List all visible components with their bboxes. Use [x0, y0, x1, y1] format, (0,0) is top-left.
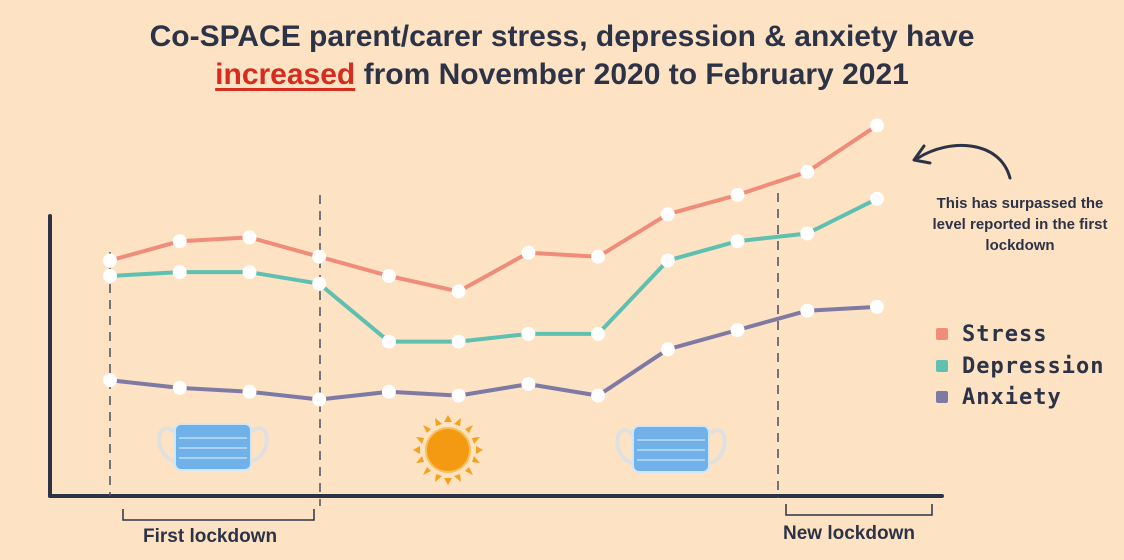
legend-label-depression: Depression [962, 353, 1105, 379]
annotation-text: This has surpassed the level reported in… [932, 195, 1108, 254]
data-point-stress [451, 284, 466, 299]
sun-icon [413, 415, 483, 485]
data-point-stress [800, 164, 815, 179]
face-mask-icon [615, 425, 727, 473]
legend-swatch-anxiety [936, 391, 948, 403]
data-point-stress [312, 249, 327, 264]
chart-title: Co-SPACE parent/carer stress, depression… [0, 18, 1124, 94]
title-line-2-rest: from November 2020 to February 2021 [355, 58, 909, 91]
data-point-depression [451, 334, 466, 349]
legend-item-anxiety: Anxiety [936, 382, 1062, 412]
data-point-anxiety [521, 377, 536, 392]
series-line-depression [108, 196, 879, 344]
data-point-anxiety [591, 388, 606, 403]
legend-swatch-stress [936, 328, 948, 340]
data-point-anxiety [103, 373, 117, 388]
data-point-depression [103, 269, 117, 283]
data-point-stress [730, 187, 745, 202]
title-line-1: Co-SPACE parent/carer stress, depression… [149, 20, 975, 53]
series-line-stress [108, 123, 879, 294]
data-point-depression [730, 234, 745, 249]
data-point-anxiety [242, 384, 257, 399]
title-line-2: increased from November 2020 to February… [0, 56, 1124, 94]
series-layer [103, 118, 884, 407]
data-point-depression [660, 253, 675, 268]
data-point-stress [242, 230, 257, 245]
data-point-depression [521, 326, 536, 341]
legend-label-anxiety: Anxiety [962, 384, 1062, 410]
curved-arrow-icon [912, 143, 1012, 180]
data-point-anxiety [730, 323, 745, 337]
data-point-anxiety [800, 303, 815, 318]
data-point-stress [521, 245, 536, 260]
legend-label-stress: Stress [962, 321, 1048, 347]
data-point-anxiety [172, 380, 187, 395]
first-lockdown-label: First lockdown [143, 526, 278, 547]
new-lockdown-label: New lockdown [783, 523, 915, 544]
legend-item-stress: Stress [936, 319, 1047, 349]
data-point-anxiety [312, 392, 327, 407]
new-lockdown-bracket [785, 504, 933, 516]
data-point-depression [870, 191, 884, 206]
data-point-anxiety [660, 342, 675, 357]
data-point-stress [660, 207, 675, 222]
data-point-depression [800, 226, 815, 241]
data-point-stress [591, 249, 606, 264]
data-point-depression [381, 334, 396, 349]
legend-swatch-depression [936, 360, 948, 372]
series-line-anxiety [108, 304, 879, 402]
data-point-stress [103, 253, 117, 268]
data-point-depression [591, 326, 606, 341]
face-mask-icon [157, 423, 269, 471]
data-point-stress [870, 118, 884, 133]
data-point-anxiety [381, 384, 396, 399]
data-point-anxiety [451, 388, 466, 403]
title-highlight: increased [215, 58, 356, 91]
data-point-stress [172, 234, 187, 249]
first-lockdown-bracket [122, 509, 315, 521]
data-point-depression [312, 276, 327, 291]
data-point-depression [242, 265, 257, 280]
data-point-depression [172, 265, 187, 280]
data-point-stress [381, 269, 396, 283]
legend-item-depression: Depression [936, 351, 1104, 381]
data-point-anxiety [870, 299, 884, 314]
